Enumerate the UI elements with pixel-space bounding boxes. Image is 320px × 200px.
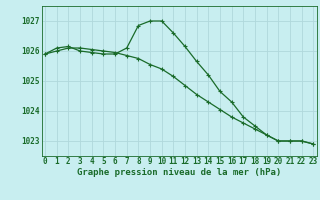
X-axis label: Graphe pression niveau de la mer (hPa): Graphe pression niveau de la mer (hPa) bbox=[77, 168, 281, 177]
